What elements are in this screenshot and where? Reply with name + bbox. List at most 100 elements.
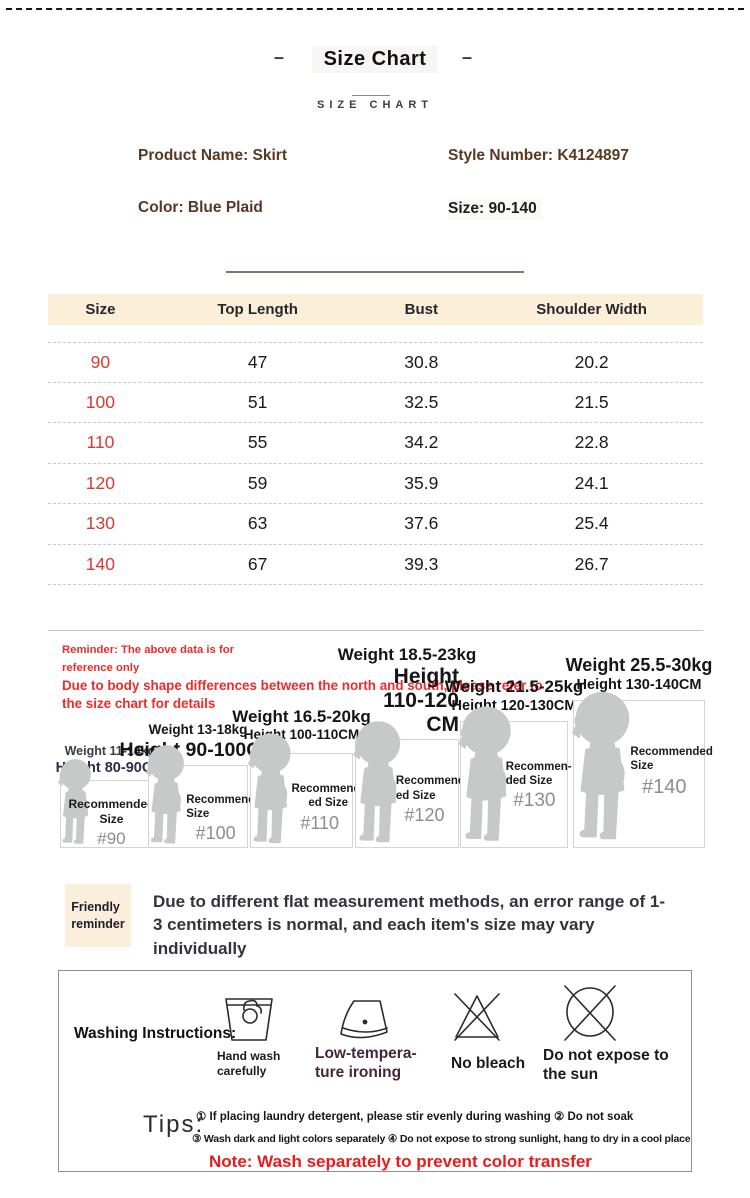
cell-shoulder: 21.5 [574,391,609,412]
recommended-size: Recommend- ed Size #110 [291,782,364,834]
page-subtitle: SIZE CHART [317,99,433,111]
cell-size: 90 [90,351,111,372]
cell-size: 110 [86,432,115,453]
cell-top-length: 55 [247,432,268,453]
recommended-size: Recommend- ed Size #120 [396,774,469,826]
weight-label: Weight 16.5-20kg [232,706,371,726]
weight-label: Weight 11-14kg [64,743,156,758]
table-row: 90 47 30.8 20.2 [48,342,703,383]
cell-bust: 37.6 [404,513,439,534]
recommended-size-value: #110 [300,812,340,833]
washing-instructions-title: Washing Instructions: [74,1025,237,1042]
no-sun-icon [564,985,616,1041]
figure-size-100: Weight 13-18kg Height 90-100CM Recommend… [119,722,277,848]
reminder-line-small: Reminder: The above data is for referenc… [62,644,235,674]
no-sun-label: Do not expose to the sun [543,1047,669,1083]
figure-box: Recommend- ed Size #110 [250,753,364,848]
reference-reminder: Reminder: The above data is for referenc… [62,642,543,713]
title-dash-left: – [274,47,285,67]
column-header-top-length: Top Length [217,301,298,318]
figure-box: Recommended Size #100 [148,765,269,848]
recommended-size: Recommended Size #100 [186,793,268,845]
low-temp-ironing-label: Low-tempera- ture ironing [315,1045,417,1081]
figure-size-130: Weight 21.5-25kg Height 120-130CM Recomm… [445,677,583,848]
friendly-reminder-badge: Friendly reminder [65,884,131,947]
table-row: 100 51 32.5 21.5 [48,383,703,423]
column-header-size: Size [85,301,116,318]
recommended-size-label: Recommend- ed Size [395,775,469,802]
cell-shoulder: 25.4 [574,513,609,534]
weight-label: Weight 21.5-25kg [444,676,584,696]
child-silhouette-icon [568,687,635,846]
size-figures: Weight 11-14kg Height 80-90CM Recommende… [0,638,750,850]
iron-icon [340,1000,388,1039]
recommended-size-label: Recommend- ed Size [291,782,365,810]
reminder-line-large: Due to body shape differences between th… [62,678,543,712]
cell-bust: 39.3 [404,553,439,574]
height-label: Height 130-140CM [576,677,702,694]
handwash-icon [225,998,273,1041]
recommended-size-label: Recommended Size [68,796,155,826]
recommended-size-label: Recommended Size [186,793,269,821]
figure-box: Recommended Size #140 [573,700,713,848]
figure-box: Recommen- ded Size #130 [460,721,572,848]
tear-dashed-line [6,8,744,10]
recommended-size: Recommended Size #140 [630,745,712,800]
recommended-size-value: #140 [641,775,687,798]
table-row: 120 59 35.9 24.1 [48,464,703,504]
weight-label: Weight 18.5-23kg [337,645,477,665]
cell-top-length: 59 [247,472,268,493]
cell-bust: 34.2 [404,432,439,453]
recommended-size-label: Recommended Size [630,745,713,773]
cell-size: 130 [85,513,115,534]
cell-shoulder: 22.8 [574,432,609,453]
figure-size-120: Weight 18.5-23kg Height 110-120 CM Recom… [338,645,476,848]
child-silhouette-icon [245,732,295,846]
no-bleach-icon [454,993,500,1041]
product-color-label: Color: Blue Plaid [138,199,263,216]
title-dash-right: – [462,47,473,67]
recommended-size: Recommen- ded Size #130 [506,760,572,814]
cell-top-length: 51 [247,391,268,412]
table-row: 110 55 34.2 22.8 [48,423,703,464]
table-row: 140 67 39.3 26.7 [48,545,703,585]
weight-label: Weight 25.5-30kg [565,654,713,675]
cell-bust: 32.5 [404,391,439,412]
subtitle-divider [352,95,390,96]
cell-size: 120 [85,472,115,493]
tips-label: Tips: [143,1111,205,1138]
figure-size-90: Weight 11-14kg Height 80-90CM Recommende… [56,743,164,848]
cell-shoulder: 26.7 [574,553,609,574]
column-header-bust: Bust [404,301,438,318]
figure-box: Recommended Size #90 [60,780,160,848]
recommended-size-value: #120 [404,804,445,825]
size-table-header: Size Top Length Bust Shoulder Width [48,294,703,325]
tips-line-1: ① If placing laundry detergent, please s… [196,1111,634,1123]
page-title: Size Chart [311,46,439,73]
wash-note: Note: Wash separately to prevent color t… [209,1152,592,1171]
cell-top-length: 63 [247,513,268,534]
height-label: Height 110-120 CM [383,664,459,736]
cell-size: 100 [85,391,115,412]
figure-size-110: Weight 16.5-20kg Height 100-110CM Recomm… [232,707,371,848]
recommended-size-label: Recommen- ded Size [505,760,572,787]
recommended-size: Recommended Size #90 [65,797,158,849]
child-silhouette-icon [143,744,188,846]
tips-line-2: ③ Wash dark and light colors separately … [192,1133,691,1145]
figure-box: Recommend- ed Size #120 [355,739,469,848]
weight-label: Weight 13-18kg [148,722,248,738]
product-size-label: Size: 90-140 [448,199,542,220]
no-bleach-label: No bleach [451,1055,526,1072]
size-table-body: 90 47 30.8 20.2 100 51 32.5 21.5 110 55 … [48,342,703,585]
friendly-reminder-text: Due to different flat measurement method… [153,892,665,958]
recommended-size-value: #130 [513,790,556,812]
table-bottom-divider [48,630,703,631]
style-number-label: Style Number: K4124897 [448,147,629,164]
recommended-size-value: #90 [97,828,126,848]
figure-size-140: Weight 25.5-30kg Height 130-140CM Recomm… [566,655,713,848]
table-top-divider [226,271,524,273]
care-instructions-section: Washing Instructions: Hand wash carefull… [58,970,692,1172]
product-name-label: Product Name: Skirt [138,147,288,164]
cell-bust: 30.8 [404,351,439,372]
